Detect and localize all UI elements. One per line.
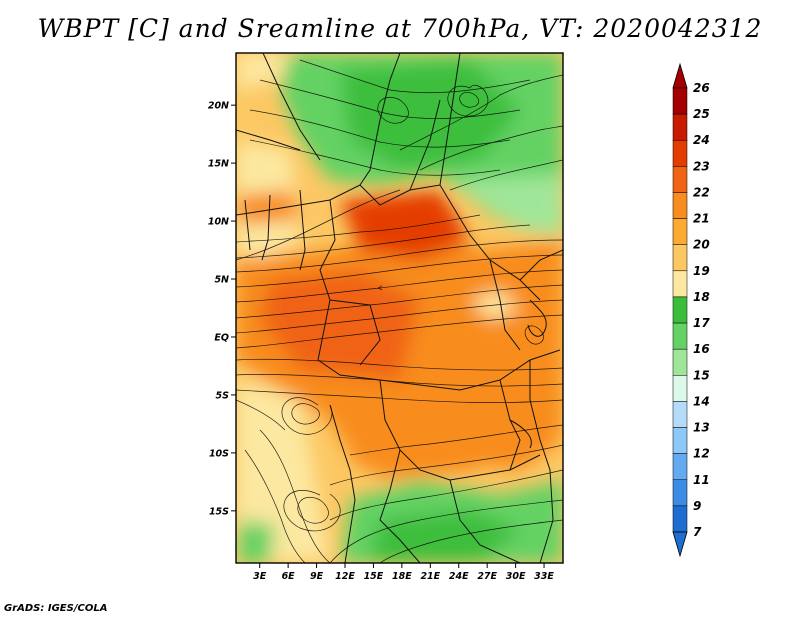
colorbar-swatch <box>672 139 688 167</box>
map-frame <box>235 52 564 564</box>
lon-tick-label: 33E <box>534 571 554 582</box>
colorbar-bottom-arrow <box>672 531 688 558</box>
lon-tick-label: 21E <box>420 571 440 582</box>
colorbar-swatch <box>672 322 688 350</box>
country-borders <box>236 53 563 563</box>
colorbar-swatch <box>672 296 688 324</box>
lon-tick-label: 18E <box>392 571 412 582</box>
colorbar-swatch <box>672 113 688 141</box>
colorbar-label: 18 <box>693 290 710 304</box>
lon-tick-label: 27E <box>477 571 497 582</box>
colorbar-swatch <box>672 218 688 245</box>
lon-tick-label: 9E <box>310 571 324 582</box>
colorbar-swatch <box>672 192 688 219</box>
colorbar-label: 26 <box>693 81 710 95</box>
lon-tick-label: 30E <box>506 571 526 582</box>
colorbar-label: 12 <box>693 447 710 461</box>
lat-tick-label: 5N <box>214 275 229 286</box>
colorbar-label: 9 <box>693 499 701 513</box>
colorbar-swatch <box>672 244 688 272</box>
colorbar-swatch <box>672 453 688 481</box>
colorbar-label: 20 <box>693 238 710 252</box>
lon-tick-label: 3E <box>253 571 267 582</box>
colorbar-swatch <box>672 375 688 402</box>
lon-tick-label: 12E <box>335 571 355 582</box>
colorbar-label: 11 <box>693 473 710 487</box>
colorbar-label: 7 <box>693 525 702 539</box>
colorbar-label: 24 <box>693 133 710 147</box>
colorbar-label: 19 <box>693 264 710 278</box>
colorbar-label: 22 <box>693 185 710 199</box>
colorbar-label: 14 <box>693 394 710 408</box>
lat-tick-label: 15N <box>208 159 229 170</box>
lat-tick-label: 10N <box>208 217 229 228</box>
lon-tick-label: 6E <box>282 571 296 582</box>
lat-tick-label: 20N <box>208 101 229 112</box>
map-title: WBPT [C] and Sreamline at 700hPa, VT: 20… <box>37 14 763 43</box>
footer-credit: GrADS: IGES/COLA <box>4 603 108 614</box>
lat-tick-label: EQ <box>214 332 229 343</box>
colorbar-label: 16 <box>693 342 710 356</box>
colorbar-swatch <box>672 87 688 115</box>
colorbar-swatch <box>672 166 688 193</box>
temperature-field <box>236 53 563 563</box>
colorbar-top-arrow <box>672 62 688 89</box>
colorbar-label: 17 <box>693 316 710 330</box>
colorbar-swatch <box>672 479 688 507</box>
colorbar-label: 13 <box>693 421 710 435</box>
colorbar-swatch <box>672 270 688 298</box>
lat-tick-label: 10S <box>209 448 229 459</box>
colorbar-swatch <box>672 505 688 533</box>
lat-tick-label: 15S <box>209 506 229 517</box>
colorbar: 26 25 24 23 22 21 20 19 18 17 16 15 14 13 12 11 9 7 <box>672 62 710 558</box>
latitude-axis: 20N 15N 10N 5N EQ 5S 10S 15S <box>208 101 236 517</box>
lon-tick-label: 15E <box>364 571 384 582</box>
colorbar-label: 25 <box>693 107 710 121</box>
colorbar-swatch <box>672 401 688 428</box>
colorbar-label: 15 <box>693 368 710 382</box>
colorbar-swatch <box>672 348 688 376</box>
lat-tick-label: 5S <box>216 390 230 401</box>
lon-tick-label: 24E <box>449 571 469 582</box>
colorbar-swatch <box>672 427 688 454</box>
colorbar-label: 21 <box>693 212 710 226</box>
colorbar-label: 23 <box>693 159 710 173</box>
streamlines <box>236 59 563 563</box>
longitude-axis: 3E 6E 9E 12E 15E 18E 21E 24E 27E 30E 33E <box>253 563 554 582</box>
